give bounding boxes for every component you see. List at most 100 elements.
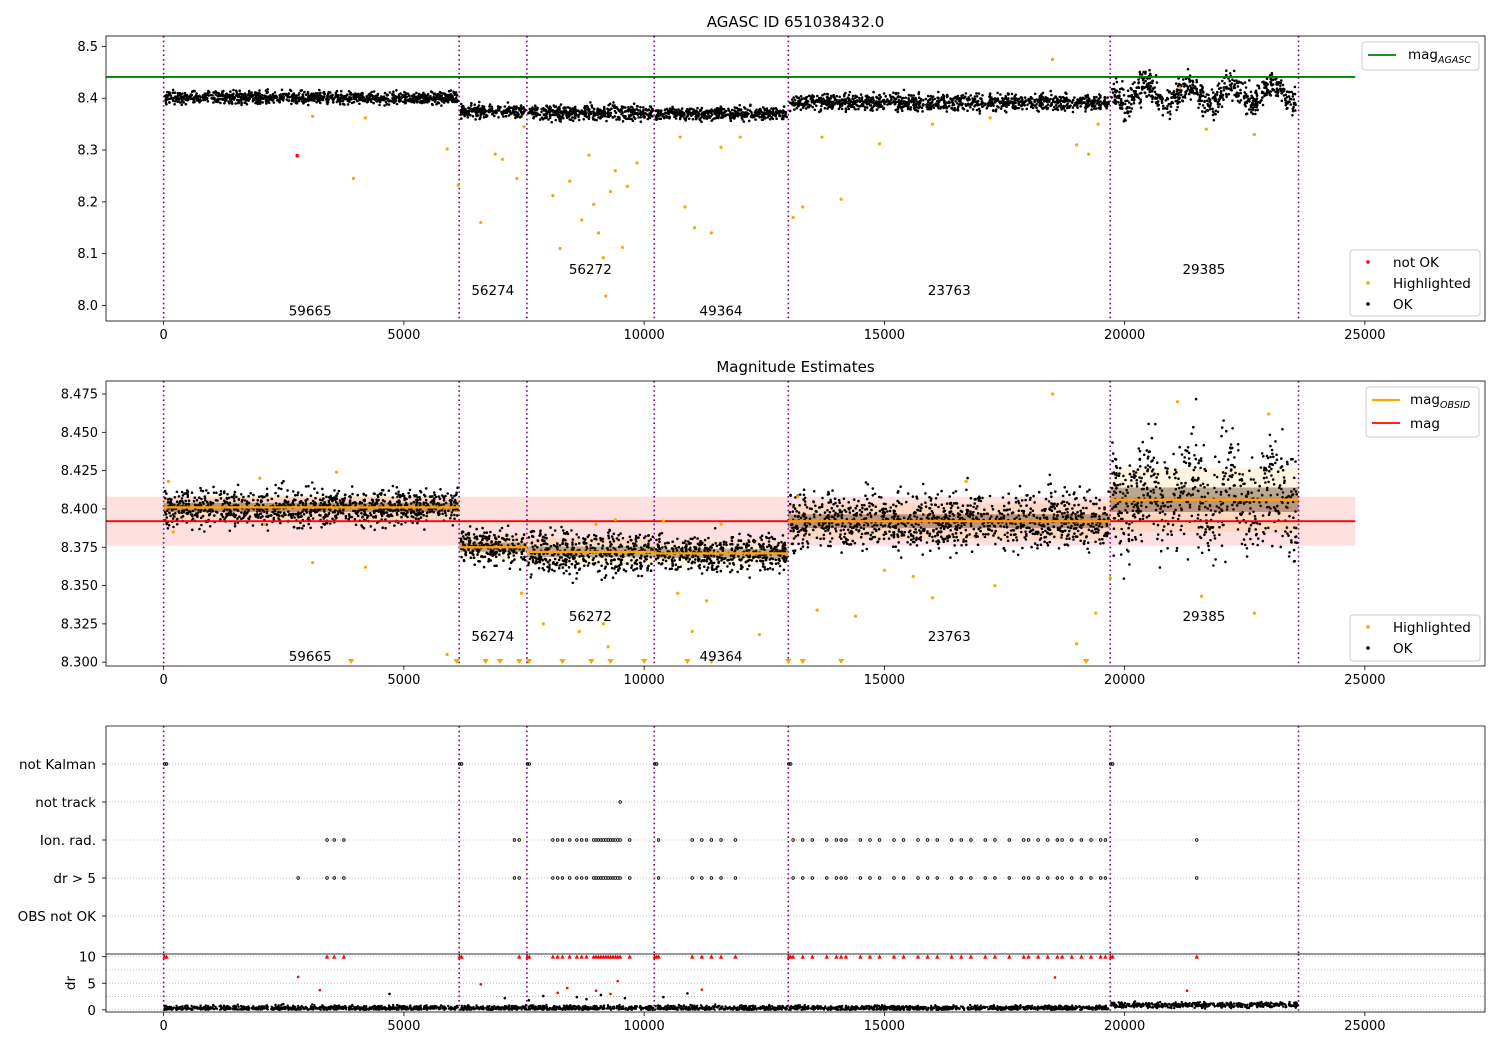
- flag-marker: [1007, 876, 1012, 880]
- dr-outlier: [616, 979, 620, 983]
- highlighted-point: [551, 194, 555, 198]
- highlighted-point: [911, 574, 915, 578]
- flag-marker: [959, 876, 963, 880]
- highlighted-point: [522, 125, 526, 129]
- flag-marker: [1079, 876, 1084, 880]
- off-scale-marker: [516, 659, 523, 664]
- highlighted-point: [601, 622, 605, 626]
- dr-outlier: [662, 995, 665, 999]
- x-tick-label: 15000: [864, 1019, 905, 1034]
- highlighted-point: [445, 652, 449, 657]
- obsid-label: 56274: [471, 283, 514, 299]
- highlighted-point: [815, 608, 819, 612]
- ok-points: [163, 397, 1299, 585]
- flag-marker: [512, 876, 517, 880]
- dr-clipped-marker: [627, 954, 632, 959]
- flag-marker: [1022, 838, 1026, 842]
- flag-marker: [1089, 838, 1093, 842]
- flag-marker: [618, 800, 622, 804]
- x-tick-label: 0: [160, 673, 168, 688]
- dr-clipped-marker: [584, 954, 589, 959]
- flag-marker: [342, 838, 346, 842]
- highlighted-point: [479, 220, 483, 225]
- dr-clipped-marker: [858, 954, 863, 959]
- dr-clipped-marker: [1069, 954, 1074, 959]
- highlighted-point: [1108, 576, 1112, 580]
- highlighted-point: [520, 591, 524, 595]
- flag-marker: [810, 838, 815, 842]
- highlighted-point: [661, 519, 665, 523]
- flag-marker: [618, 876, 622, 880]
- dr-clipped-marker: [790, 954, 796, 959]
- agasc-panel: AGASC ID 651038432.0 59665 56274 56272 49364…: [77, 13, 1486, 343]
- flag-marker: [459, 762, 464, 766]
- flag-marker: [560, 838, 565, 842]
- dr-outlier: [296, 975, 300, 979]
- legend-label: not OK: [1393, 255, 1440, 271]
- flag-marker: [162, 762, 167, 766]
- flag-marker: [916, 838, 920, 842]
- y-tick-label: 8.3: [77, 144, 98, 159]
- flag-marker: [916, 876, 920, 880]
- flag-marker: [733, 838, 738, 842]
- flag-marker: [935, 876, 939, 880]
- obsid-label: 49364: [700, 304, 743, 320]
- flag-marker: [791, 876, 795, 880]
- obsid-label: 56274: [471, 629, 514, 645]
- highlighted-point: [456, 183, 460, 187]
- highlighted-point: [351, 176, 356, 181]
- highlighted-point: [558, 246, 562, 251]
- highlighted-point: [1096, 122, 1100, 126]
- dr-clipped-marker: [959, 954, 964, 959]
- legend-marker: [1366, 281, 1370, 285]
- highlighted-point: [988, 116, 992, 120]
- flag-marker: [551, 876, 555, 880]
- flag-marker: [983, 876, 987, 880]
- flag-marker: [839, 838, 843, 842]
- highlighted-point: [171, 530, 175, 534]
- flag-marker: [1070, 838, 1074, 842]
- dr-clipped-marker: [901, 954, 906, 959]
- dr-points: [163, 1000, 1299, 1012]
- highlighted-point: [541, 622, 545, 626]
- flag-marker: [1026, 838, 1031, 842]
- highlighted-point: [587, 153, 591, 157]
- highlighted-point: [1086, 152, 1091, 156]
- highlighted-point: [839, 197, 843, 201]
- highlighted-point: [1175, 400, 1180, 404]
- dr-outlier: [575, 995, 579, 999]
- flag-marker: [993, 838, 997, 842]
- highlighted-point: [1267, 412, 1271, 416]
- dr-clipped-marker: [891, 954, 897, 959]
- highlighted-point: [577, 629, 581, 634]
- highlighted-point: [625, 184, 629, 188]
- highlighted-point: [568, 179, 572, 183]
- flag-marker: [517, 876, 521, 880]
- flag-marker: [332, 838, 336, 842]
- flag-marker: [834, 876, 839, 880]
- obsid-label: 29385: [1182, 262, 1225, 278]
- line-legend: magAGASC: [1361, 41, 1480, 71]
- y-tick-label: 8.475: [61, 388, 98, 403]
- highlighted-point: [592, 202, 596, 207]
- highlighted-point: [690, 629, 694, 634]
- x-tick-label: 0: [160, 1019, 168, 1034]
- flag-marker: [164, 762, 169, 766]
- x-tick-label: 15000: [864, 328, 905, 343]
- dr-clipped-marker: [527, 954, 532, 959]
- flag-marker: [877, 876, 882, 880]
- legend-marker: [1366, 646, 1370, 650]
- flag-marker: [560, 876, 565, 880]
- obsid-label: 29385: [1182, 609, 1225, 625]
- y-tick-label: 8.450: [61, 426, 98, 441]
- dr-clipped-marker: [699, 954, 705, 959]
- flags-panel: not Kalman not track Ion. rad. dr > 5 OBS no…: [18, 725, 1486, 954]
- flag-marker: [1046, 876, 1050, 880]
- legend-label: OK: [1393, 641, 1414, 657]
- dr-clipped-marker: [324, 954, 330, 959]
- highlighted-point: [596, 231, 601, 235]
- flag-marker: [935, 838, 939, 842]
- flag-marker: [1103, 876, 1108, 880]
